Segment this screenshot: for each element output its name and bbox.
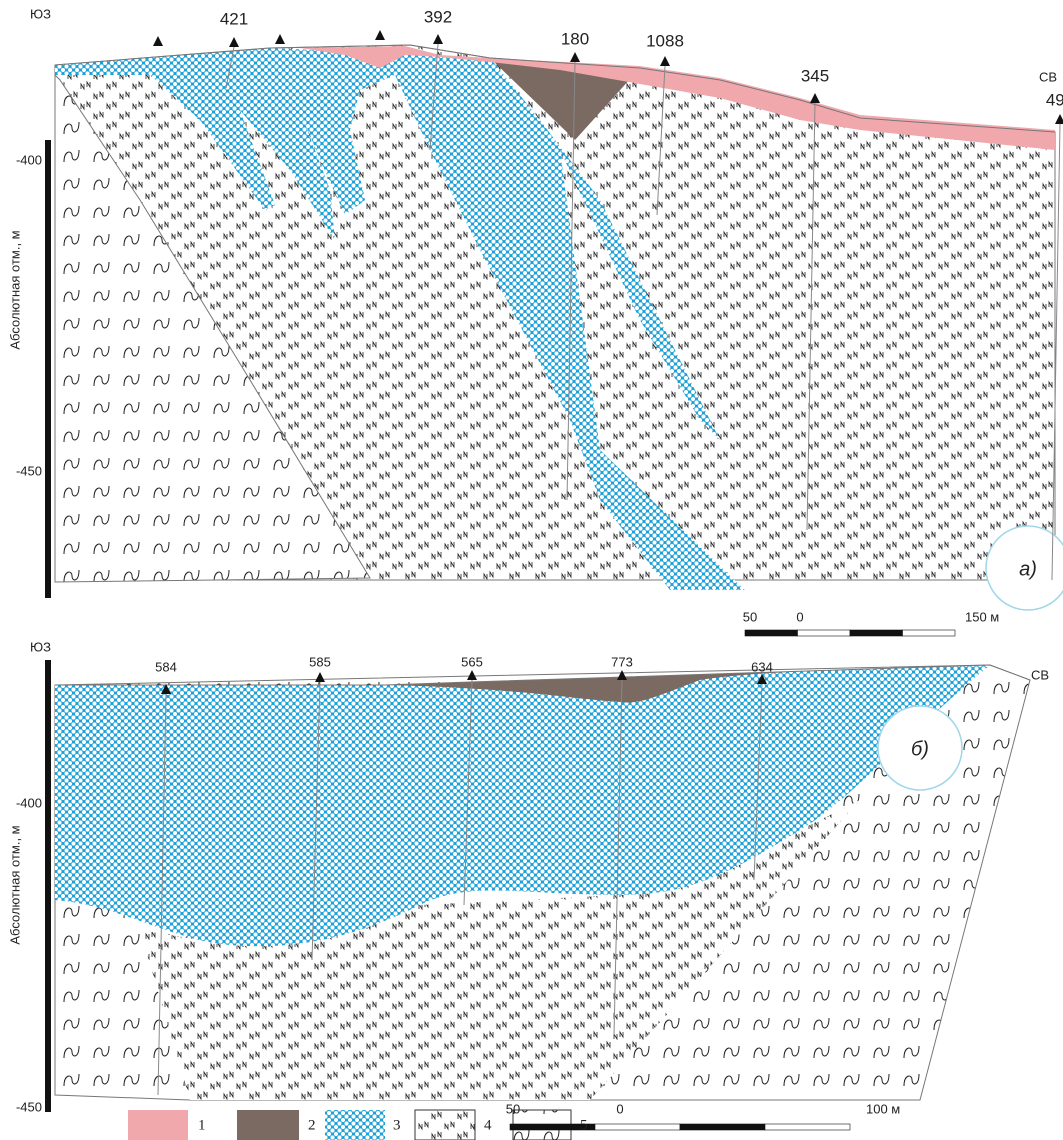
well-head [570, 52, 580, 62]
legend [128, 1110, 571, 1140]
legend-label: 2 [308, 1117, 316, 1133]
direction-label: ЮЗ [30, 639, 51, 654]
legend-swatch [128, 1110, 188, 1140]
legend-label: 4 [484, 1117, 492, 1133]
well-head [467, 670, 477, 680]
scale-bar [595, 1124, 680, 1130]
well-label: 565 [461, 654, 483, 669]
scale-label: 0 [796, 609, 803, 624]
section-b [45, 660, 1030, 1112]
well-head [275, 34, 285, 44]
section-a [45, 45, 1063, 610]
axis-tick-label: -450 [16, 463, 42, 478]
direction-label: СВ [1039, 69, 1057, 84]
legend-swatch [237, 1110, 299, 1140]
well-head [229, 37, 239, 47]
axis-bar [45, 660, 51, 1112]
legend-label: 1 [198, 1117, 206, 1133]
scale-label: 50 [743, 609, 757, 624]
panel-label: а) [1019, 558, 1037, 580]
scale-label: 50 [506, 1101, 520, 1116]
direction-label: СВ [1031, 667, 1049, 682]
axis-tick-label: -400 [16, 795, 42, 810]
scale-bar [798, 630, 851, 636]
well-head [375, 30, 385, 40]
legend-label: 5 [580, 1117, 588, 1133]
well-head [660, 56, 670, 66]
well-label: 392 [424, 7, 452, 26]
well-head [153, 36, 163, 46]
panel-label: б) [911, 738, 929, 760]
axis-tick-label: -400 [16, 152, 42, 167]
well-head [1055, 114, 1063, 124]
well-head [433, 34, 443, 44]
legend-label: 3 [393, 1117, 401, 1133]
direction-label: ЮЗ [30, 6, 51, 21]
well-label: 773 [611, 654, 633, 669]
axis-bar [45, 140, 51, 598]
well-label: 1088 [646, 31, 684, 50]
scale-bar [765, 1124, 850, 1130]
scale-bar [745, 630, 798, 636]
well-label: 584 [155, 659, 177, 674]
scale-bar [903, 630, 956, 636]
axis-tick-label: -450 [16, 1099, 42, 1114]
legend-swatch [325, 1110, 385, 1140]
scale-bar [680, 1124, 765, 1130]
scale-label: 0 [616, 1101, 623, 1116]
scale-bar [850, 630, 903, 636]
scale-label: 100 м [866, 1101, 900, 1116]
geological-sections: ЮЗСВ-400-450Абсолютная отм., ма)42139218… [0, 0, 1063, 1140]
well-label: 345 [801, 66, 829, 85]
well-head [810, 93, 820, 103]
well-label: 585 [309, 654, 331, 669]
well-head [315, 672, 325, 682]
well-label: 180 [561, 29, 589, 48]
legend-swatch [415, 1110, 475, 1140]
well-label: 421 [220, 9, 248, 28]
well-label: 495 [1046, 90, 1063, 109]
scale-label: 150 м [965, 609, 999, 624]
well-label: 634 [751, 659, 773, 674]
axis-title: Абсолютная отм., м [7, 230, 22, 349]
axis-title: Абсолютная отм., м [7, 825, 22, 944]
